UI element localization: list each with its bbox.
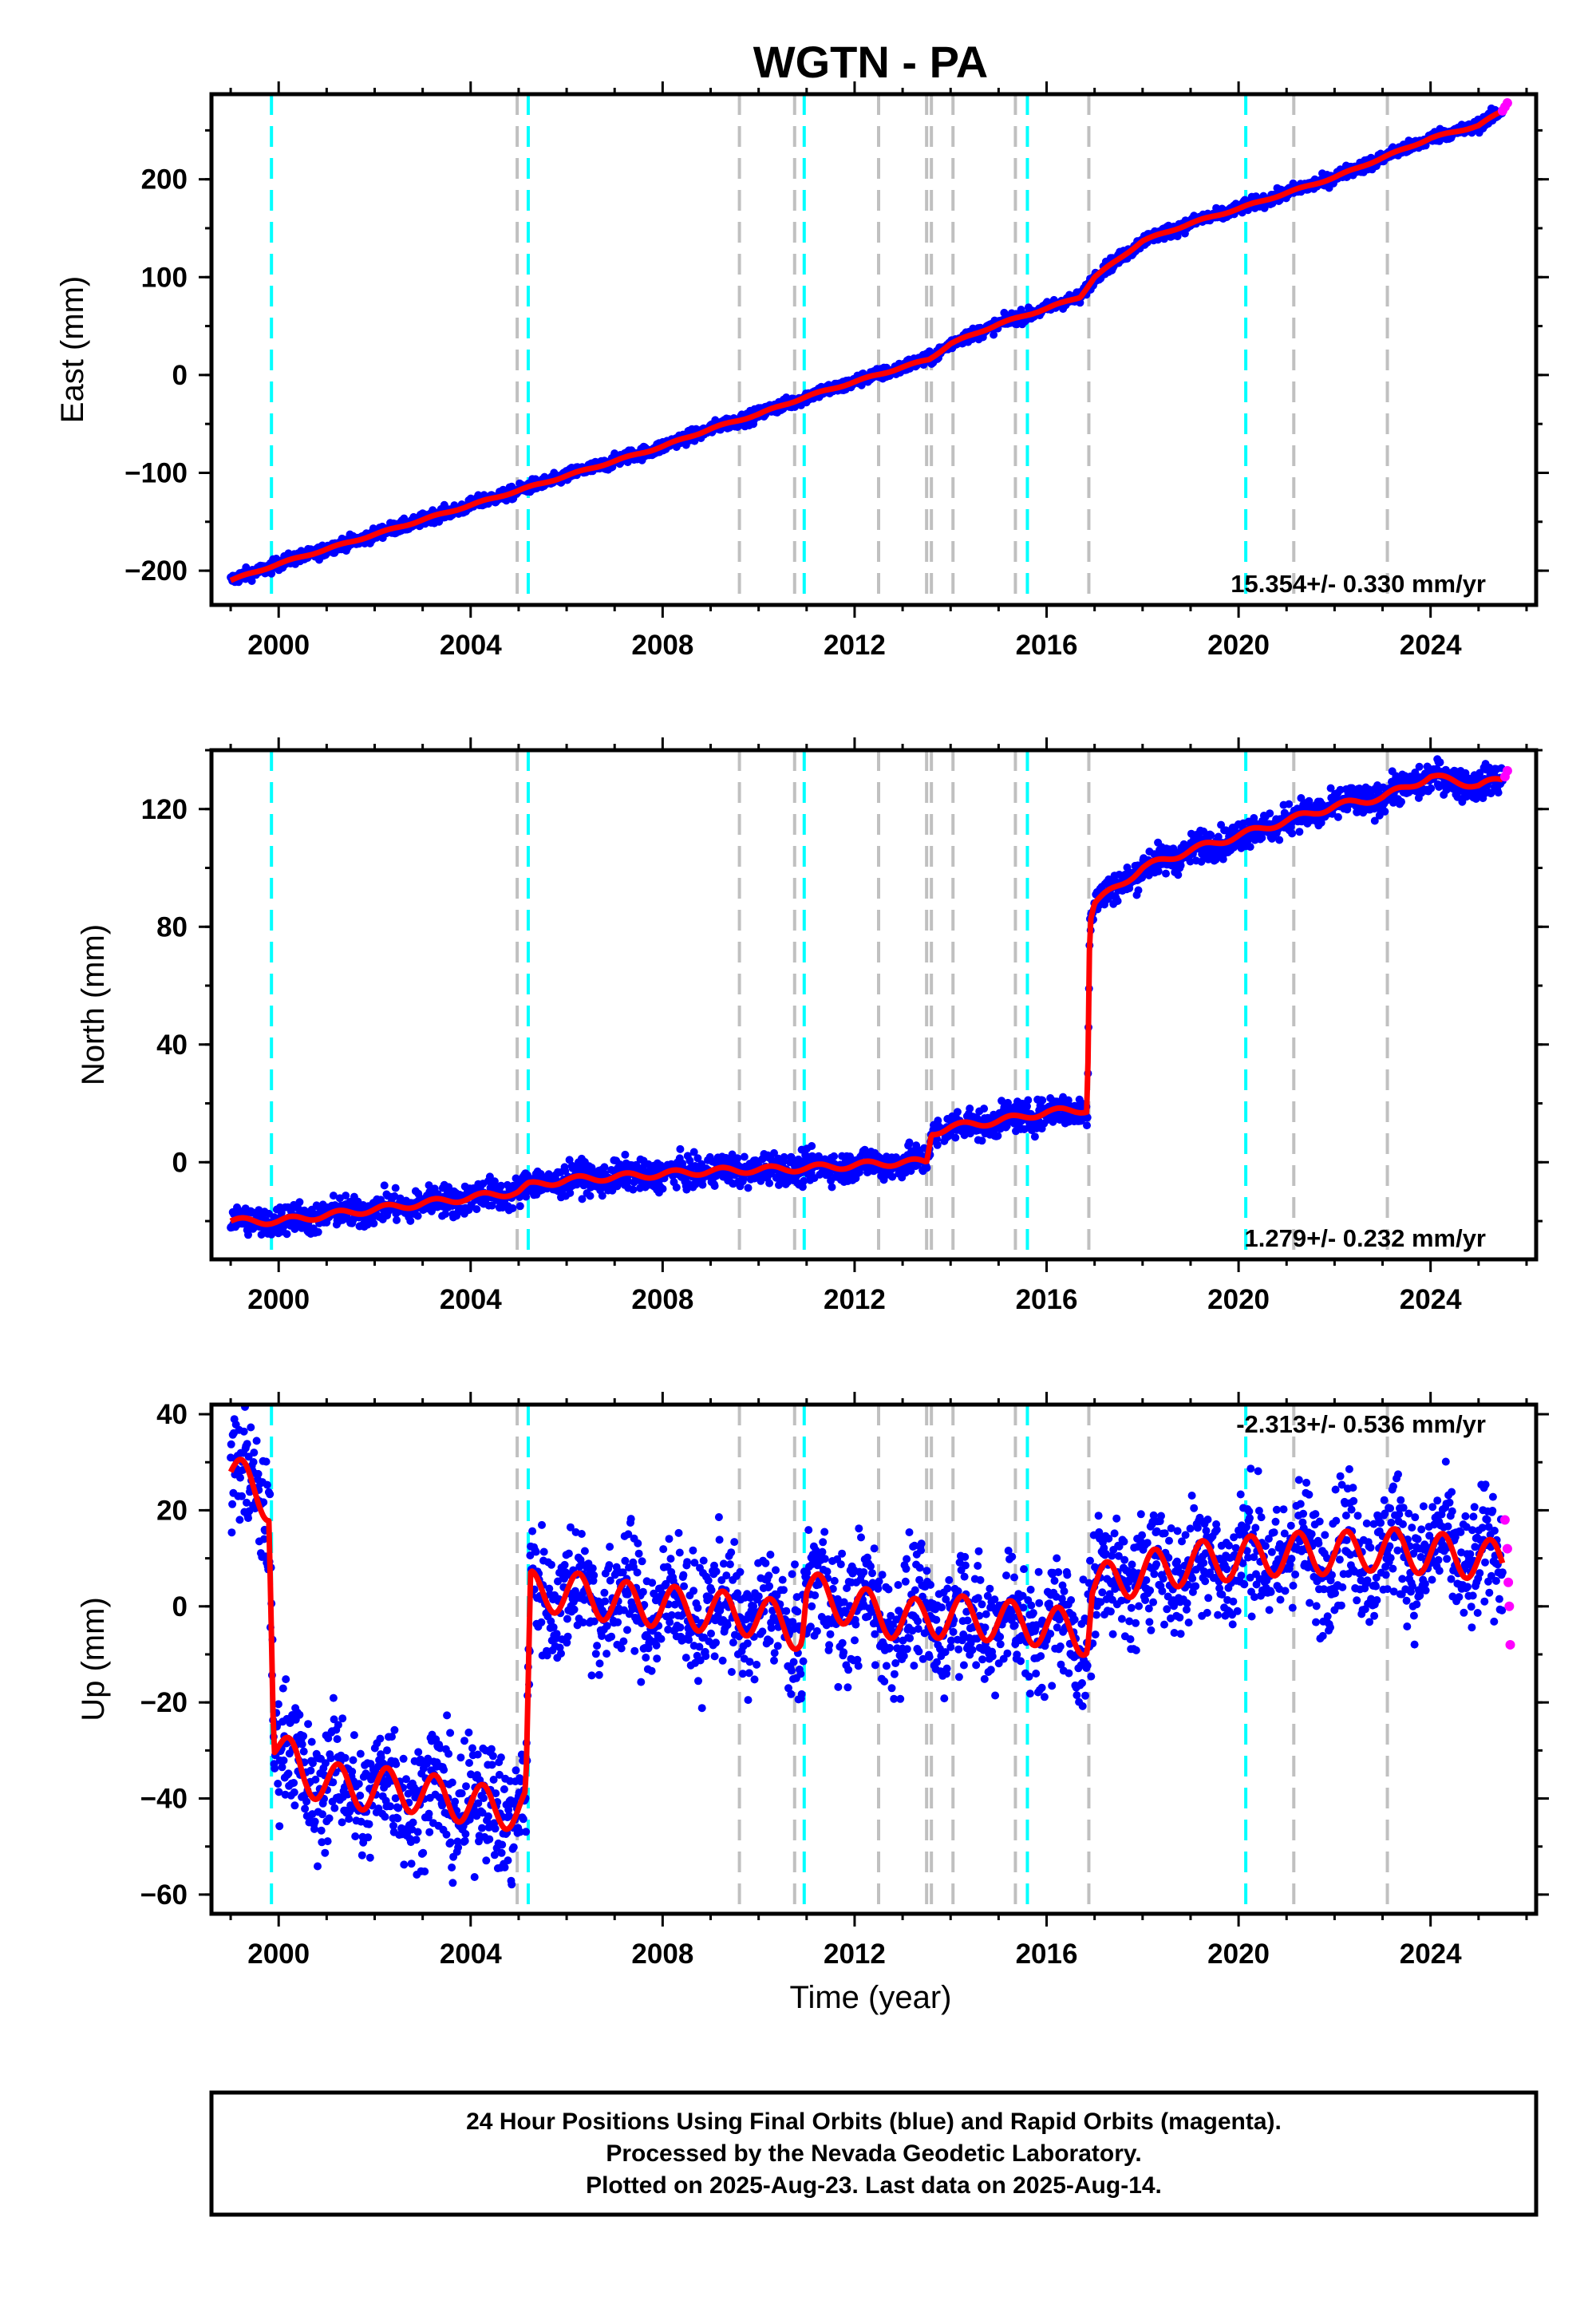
y-tick-label: 0 (172, 360, 188, 391)
x-tick-label: 2020 (1207, 1284, 1270, 1315)
model-fit-line (227, 1456, 1506, 1832)
model-fit-line (229, 773, 1504, 1227)
footer-line-3: Plotted on 2025-Aug-23. Last data on 202… (586, 2172, 1162, 2199)
y-tick-label: −60 (140, 1879, 188, 1911)
rapid-orbit-point (1502, 98, 1512, 109)
y-tick-label: −40 (140, 1784, 188, 1815)
rapid-orbit-point (1499, 1515, 1510, 1525)
plot-frame (209, 748, 1539, 1262)
y-tick-label: −100 (124, 457, 188, 488)
y-axis-label: Up (mm) (76, 1597, 111, 1721)
y-tick-label: 100 (141, 262, 188, 293)
velocity-label: 1.279+/- 0.232 mm/yr (1245, 1224, 1486, 1252)
x-tick-label: 2004 (440, 630, 502, 661)
x-tick-label: 2016 (1016, 1284, 1078, 1315)
x-tick-label: 2000 (247, 1939, 310, 1970)
rapid-orbit-point (1505, 1639, 1515, 1650)
y-tick-label: 200 (141, 164, 188, 196)
x-tick-label: 2024 (1400, 1939, 1462, 1970)
x-tick-label: 2004 (440, 1284, 502, 1315)
y-tick-label: 80 (156, 911, 188, 943)
x-tick-label: 2012 (824, 1284, 886, 1315)
x-axis-label: Time (year) (790, 1980, 952, 2015)
up-panel: −60 −40 −20 0 20 40 2000 2004 2008 2012 2016 2020 20… (76, 1392, 1549, 1970)
model-fit-line (229, 108, 1504, 583)
x-tick-label: 2020 (1207, 1939, 1270, 1970)
x-tick-label: 2000 (247, 1284, 310, 1315)
final-orbit-points (227, 755, 1507, 1239)
y-tick-label: −200 (124, 555, 188, 587)
plot-frame (209, 92, 1539, 607)
x-tick-label: 2008 (631, 630, 693, 661)
rapid-orbit-point (1502, 765, 1512, 776)
y-tick-label: 40 (156, 1399, 188, 1430)
footer-line-1: 24 Hour Positions Using Final Orbits (bl… (466, 2109, 1282, 2135)
x-tick-label: 2008 (631, 1284, 693, 1315)
x-tick-label: 2008 (631, 1939, 693, 1970)
footer-box: 24 Hour Positions Using Final Orbits (bl… (209, 2090, 1539, 2217)
final-orbit-points (227, 104, 1507, 587)
x-tick-label: 2020 (1207, 630, 1270, 661)
east-panel: −200 −100 0 100 200 2000 2004 2008 2012 2016 2020 2… (55, 81, 1549, 661)
x-tick-label: 2016 (1016, 630, 1078, 661)
x-tick-label: 2000 (247, 630, 310, 661)
velocity-label: 15.354+/- 0.330 mm/yr (1231, 570, 1486, 598)
final-orbit-points (227, 1405, 1507, 1889)
y-tick-label: 0 (172, 1591, 188, 1622)
rapid-orbit-point (1503, 1577, 1514, 1587)
rapid-orbit-point (1504, 1601, 1515, 1611)
x-tick-label: 2012 (824, 1939, 886, 1970)
x-tick-label: 2012 (824, 630, 886, 661)
y-tick-label: 20 (156, 1495, 188, 1526)
y-axis-label: East (mm) (55, 276, 90, 423)
rapid-orbit-point (1502, 1543, 1512, 1554)
x-tick-label: 2016 (1016, 1939, 1078, 1970)
velocity-label: -2.313+/- 0.536 mm/yr (1236, 1410, 1486, 1438)
x-tick-label: 2024 (1400, 1284, 1462, 1315)
y-tick-label: 40 (156, 1030, 188, 1061)
plot-frame (209, 1402, 1539, 1916)
x-tick-label: 2024 (1400, 630, 1462, 661)
north-panel: 0 40 80 120 2000 2004 2008 2012 2016 2020 2024 Nort… (76, 737, 1549, 1315)
footer-line-2: Processed by the Nevada Geodetic Laborat… (606, 2140, 1141, 2167)
y-tick-label: 120 (141, 794, 188, 825)
y-tick-label: −20 (140, 1687, 188, 1718)
chart-title: WGTN - PA (753, 37, 988, 87)
y-axis-label: North (mm) (76, 924, 111, 1085)
x-tick-label: 2004 (440, 1939, 502, 1970)
y-tick-label: 0 (172, 1147, 188, 1178)
